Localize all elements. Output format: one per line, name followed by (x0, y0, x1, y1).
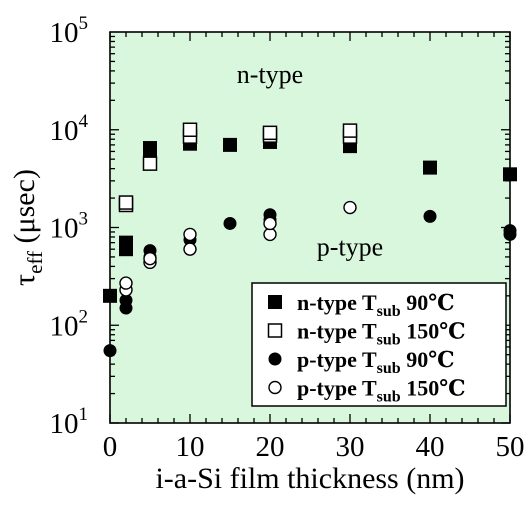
legend-box (251, 282, 507, 407)
data-point (263, 227, 277, 242)
legend-entry: n-type Tsub 150℃ (297, 319, 466, 349)
legend-marker (268, 295, 282, 309)
data-point (183, 227, 197, 242)
y-tick-label: 104 (50, 111, 89, 147)
annotation-0: n-type (237, 60, 303, 89)
legend-entry-subscript: sub (377, 303, 401, 320)
legend-entry-temperature: 90℃ (401, 290, 455, 315)
legend-entry: p-type Tsub 90℃ (297, 347, 455, 377)
y-axis-label: τeff (μsec) (8, 169, 47, 286)
data-point (118, 195, 134, 210)
data-point (183, 242, 197, 256)
x-tick-label: 40 (416, 431, 445, 463)
y-axis-label-unit: (μsec) (8, 169, 41, 251)
data-point (143, 251, 157, 266)
x-tick-label: 30 (336, 431, 365, 463)
data-point (262, 125, 278, 141)
data-point (343, 200, 357, 215)
y-tick-base: 10 (50, 17, 79, 49)
legend-entry-temperature: 150℃ (401, 376, 466, 401)
y-tick-exponent: 4 (79, 111, 89, 132)
data-point (223, 216, 237, 230)
data-point (119, 293, 133, 307)
data-point (103, 344, 117, 358)
data-point (119, 276, 133, 290)
y-tick-base: 10 (50, 408, 79, 440)
data-point (263, 216, 277, 231)
data-point (423, 209, 437, 223)
x-tick-label: 50 (496, 431, 525, 463)
legend-entry-temperature: 150℃ (401, 319, 466, 344)
annotation-1: p-type (317, 232, 383, 261)
x-axis-label: i-a-Si film thickness (nm) (155, 462, 464, 495)
y-tick-label: 102 (50, 306, 89, 342)
legend-entry-subscript: sub (377, 360, 401, 377)
legend-marker (268, 380, 282, 395)
legend-marker (267, 323, 283, 338)
x-tick-label: 20 (256, 431, 285, 463)
legend-entry-text: p-type T (297, 376, 377, 401)
y-tick-label: 103 (50, 209, 89, 245)
y-tick-label: 105 (50, 13, 89, 49)
legend-entry: p-type Tsub 150℃ (297, 376, 466, 406)
data-point (503, 167, 517, 182)
legend-entry: n-type Tsub 90℃ (297, 290, 455, 320)
x-tick-label: 10 (176, 431, 205, 463)
y-tick-base: 10 (50, 213, 79, 245)
legend-marker (268, 352, 282, 366)
y-tick-exponent: 1 (79, 404, 89, 425)
y-axis-label-base: τ (8, 274, 41, 286)
data-point (503, 224, 517, 238)
legend-entry-subscript: sub (377, 332, 401, 349)
legend-entry-text: n-type T (297, 319, 377, 344)
y-tick-exponent: 5 (79, 13, 89, 34)
data-point (182, 122, 198, 137)
legend-entry-temperature: 90℃ (401, 347, 455, 372)
y-tick-base: 10 (50, 310, 79, 342)
series-3 (119, 200, 357, 297)
y-tick-base: 10 (50, 115, 79, 147)
data-point (103, 288, 117, 303)
data-point (143, 141, 157, 156)
y-tick-exponent: 3 (79, 209, 89, 230)
x-tick-label: 0 (103, 431, 118, 463)
y-axis-label-subscript: eff (23, 251, 47, 274)
data-point (223, 137, 237, 152)
data-point (119, 235, 133, 250)
data-point (142, 156, 158, 171)
y-tick-exponent: 2 (79, 306, 89, 327)
data-point (423, 160, 437, 175)
legend-entry-subscript: sub (377, 389, 401, 406)
legend-entry-text: p-type T (297, 347, 377, 372)
data-point (342, 123, 358, 138)
y-tick-label: 101 (50, 404, 89, 440)
series-1 (118, 122, 358, 213)
legend-entry-text: n-type T (297, 290, 377, 315)
